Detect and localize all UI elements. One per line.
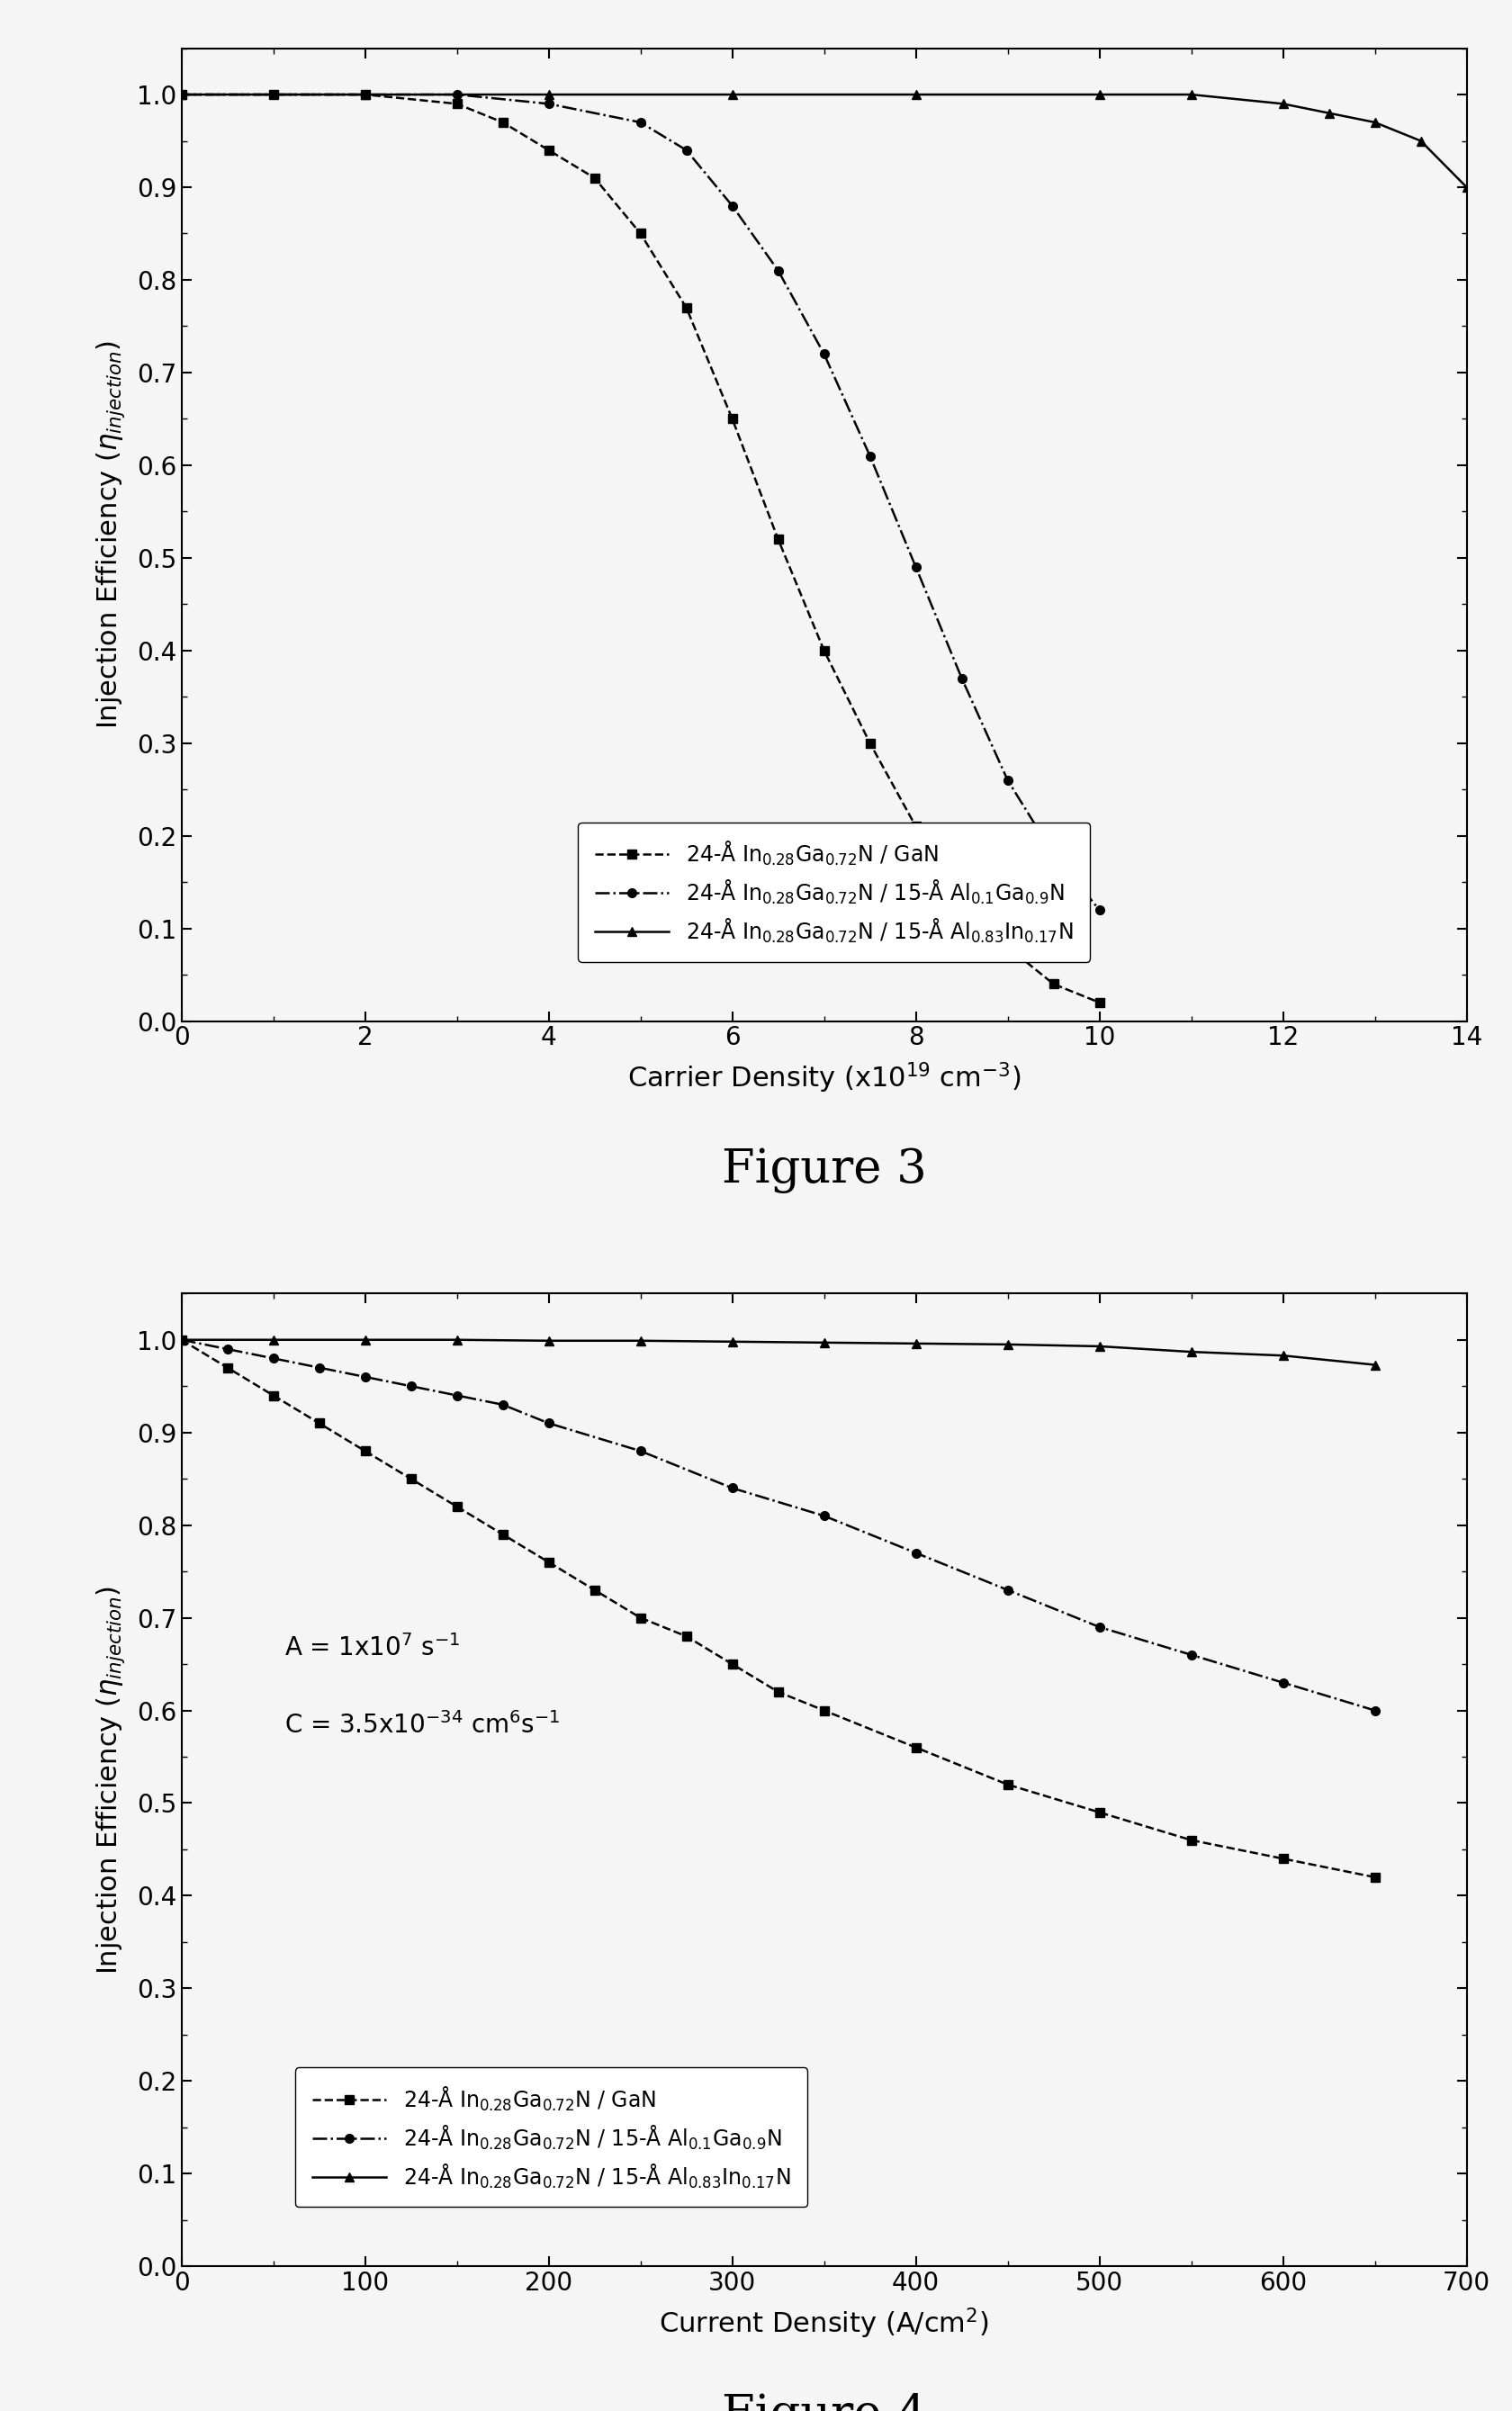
Text: Figure 3: Figure 3 (721, 1148, 927, 1193)
Text: A = 1x10$^7$ s$^{-1}$: A = 1x10$^7$ s$^{-1}$ (284, 1635, 460, 1661)
X-axis label: Current Density (A/cm$^2$): Current Density (A/cm$^2$) (659, 2305, 989, 2341)
Legend: 24-Å In$_{0.28}$Ga$_{0.72}$N / GaN, 24-Å In$_{0.28}$Ga$_{0.72}$N / 15-Å Al$_{0.1: 24-Å In$_{0.28}$Ga$_{0.72}$N / GaN, 24-Å… (295, 2069, 807, 2206)
Text: C = 3.5x10$^{-34}$ cm$^6$s$^{-1}$: C = 3.5x10$^{-34}$ cm$^6$s$^{-1}$ (284, 1712, 559, 1738)
Y-axis label: Injection Efficiency ($\eta_{injection}$): Injection Efficiency ($\eta_{injection}$… (95, 340, 127, 728)
Y-axis label: Injection Efficiency ($\eta_{injection}$): Injection Efficiency ($\eta_{injection}$… (95, 1586, 127, 1975)
Legend: 24-Å In$_{0.28}$Ga$_{0.72}$N / GaN, 24-Å In$_{0.28}$Ga$_{0.72}$N / 15-Å Al$_{0.1: 24-Å In$_{0.28}$Ga$_{0.72}$N / GaN, 24-Å… (578, 822, 1090, 962)
Text: Figure 4: Figure 4 (721, 2392, 927, 2411)
X-axis label: Carrier Density (x10$^{19}$ cm$^{-3}$): Carrier Density (x10$^{19}$ cm$^{-3}$) (627, 1061, 1021, 1095)
